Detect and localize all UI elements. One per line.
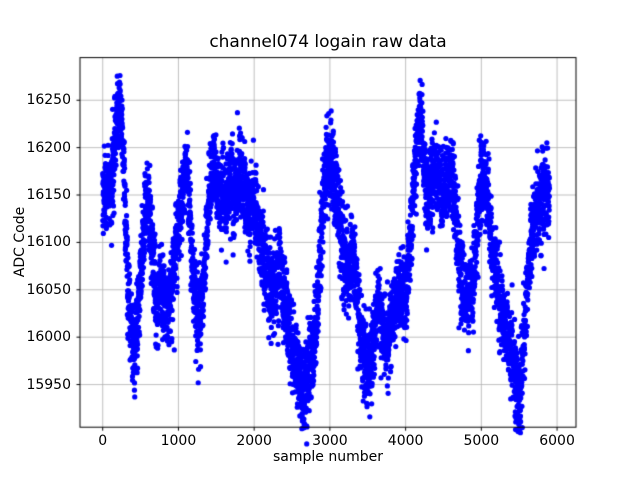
y-tick-label: 16200 [26,139,71,156]
y-tick-label: 15950 [26,376,71,393]
chart-title: channel074 logain raw data [209,32,447,52]
x-tick-label: 5000 [463,433,500,449]
y-tick-label: 16100 [26,234,71,251]
x-tick-label: 3000 [312,433,348,449]
y-tick-label: 16250 [26,92,71,109]
x-axis-label: sample number [273,449,383,465]
x-tick-label: 1000 [160,433,197,449]
x-tick-label: 0 [98,433,108,449]
x-tick-label: 6000 [539,433,575,449]
y-tick-label: 16050 [26,281,71,298]
y-tick-label: 16150 [26,187,71,203]
y-tick-label: 16000 [26,329,71,346]
x-tick-label: 4000 [387,433,424,449]
x-tick-label: 2000 [236,433,272,449]
